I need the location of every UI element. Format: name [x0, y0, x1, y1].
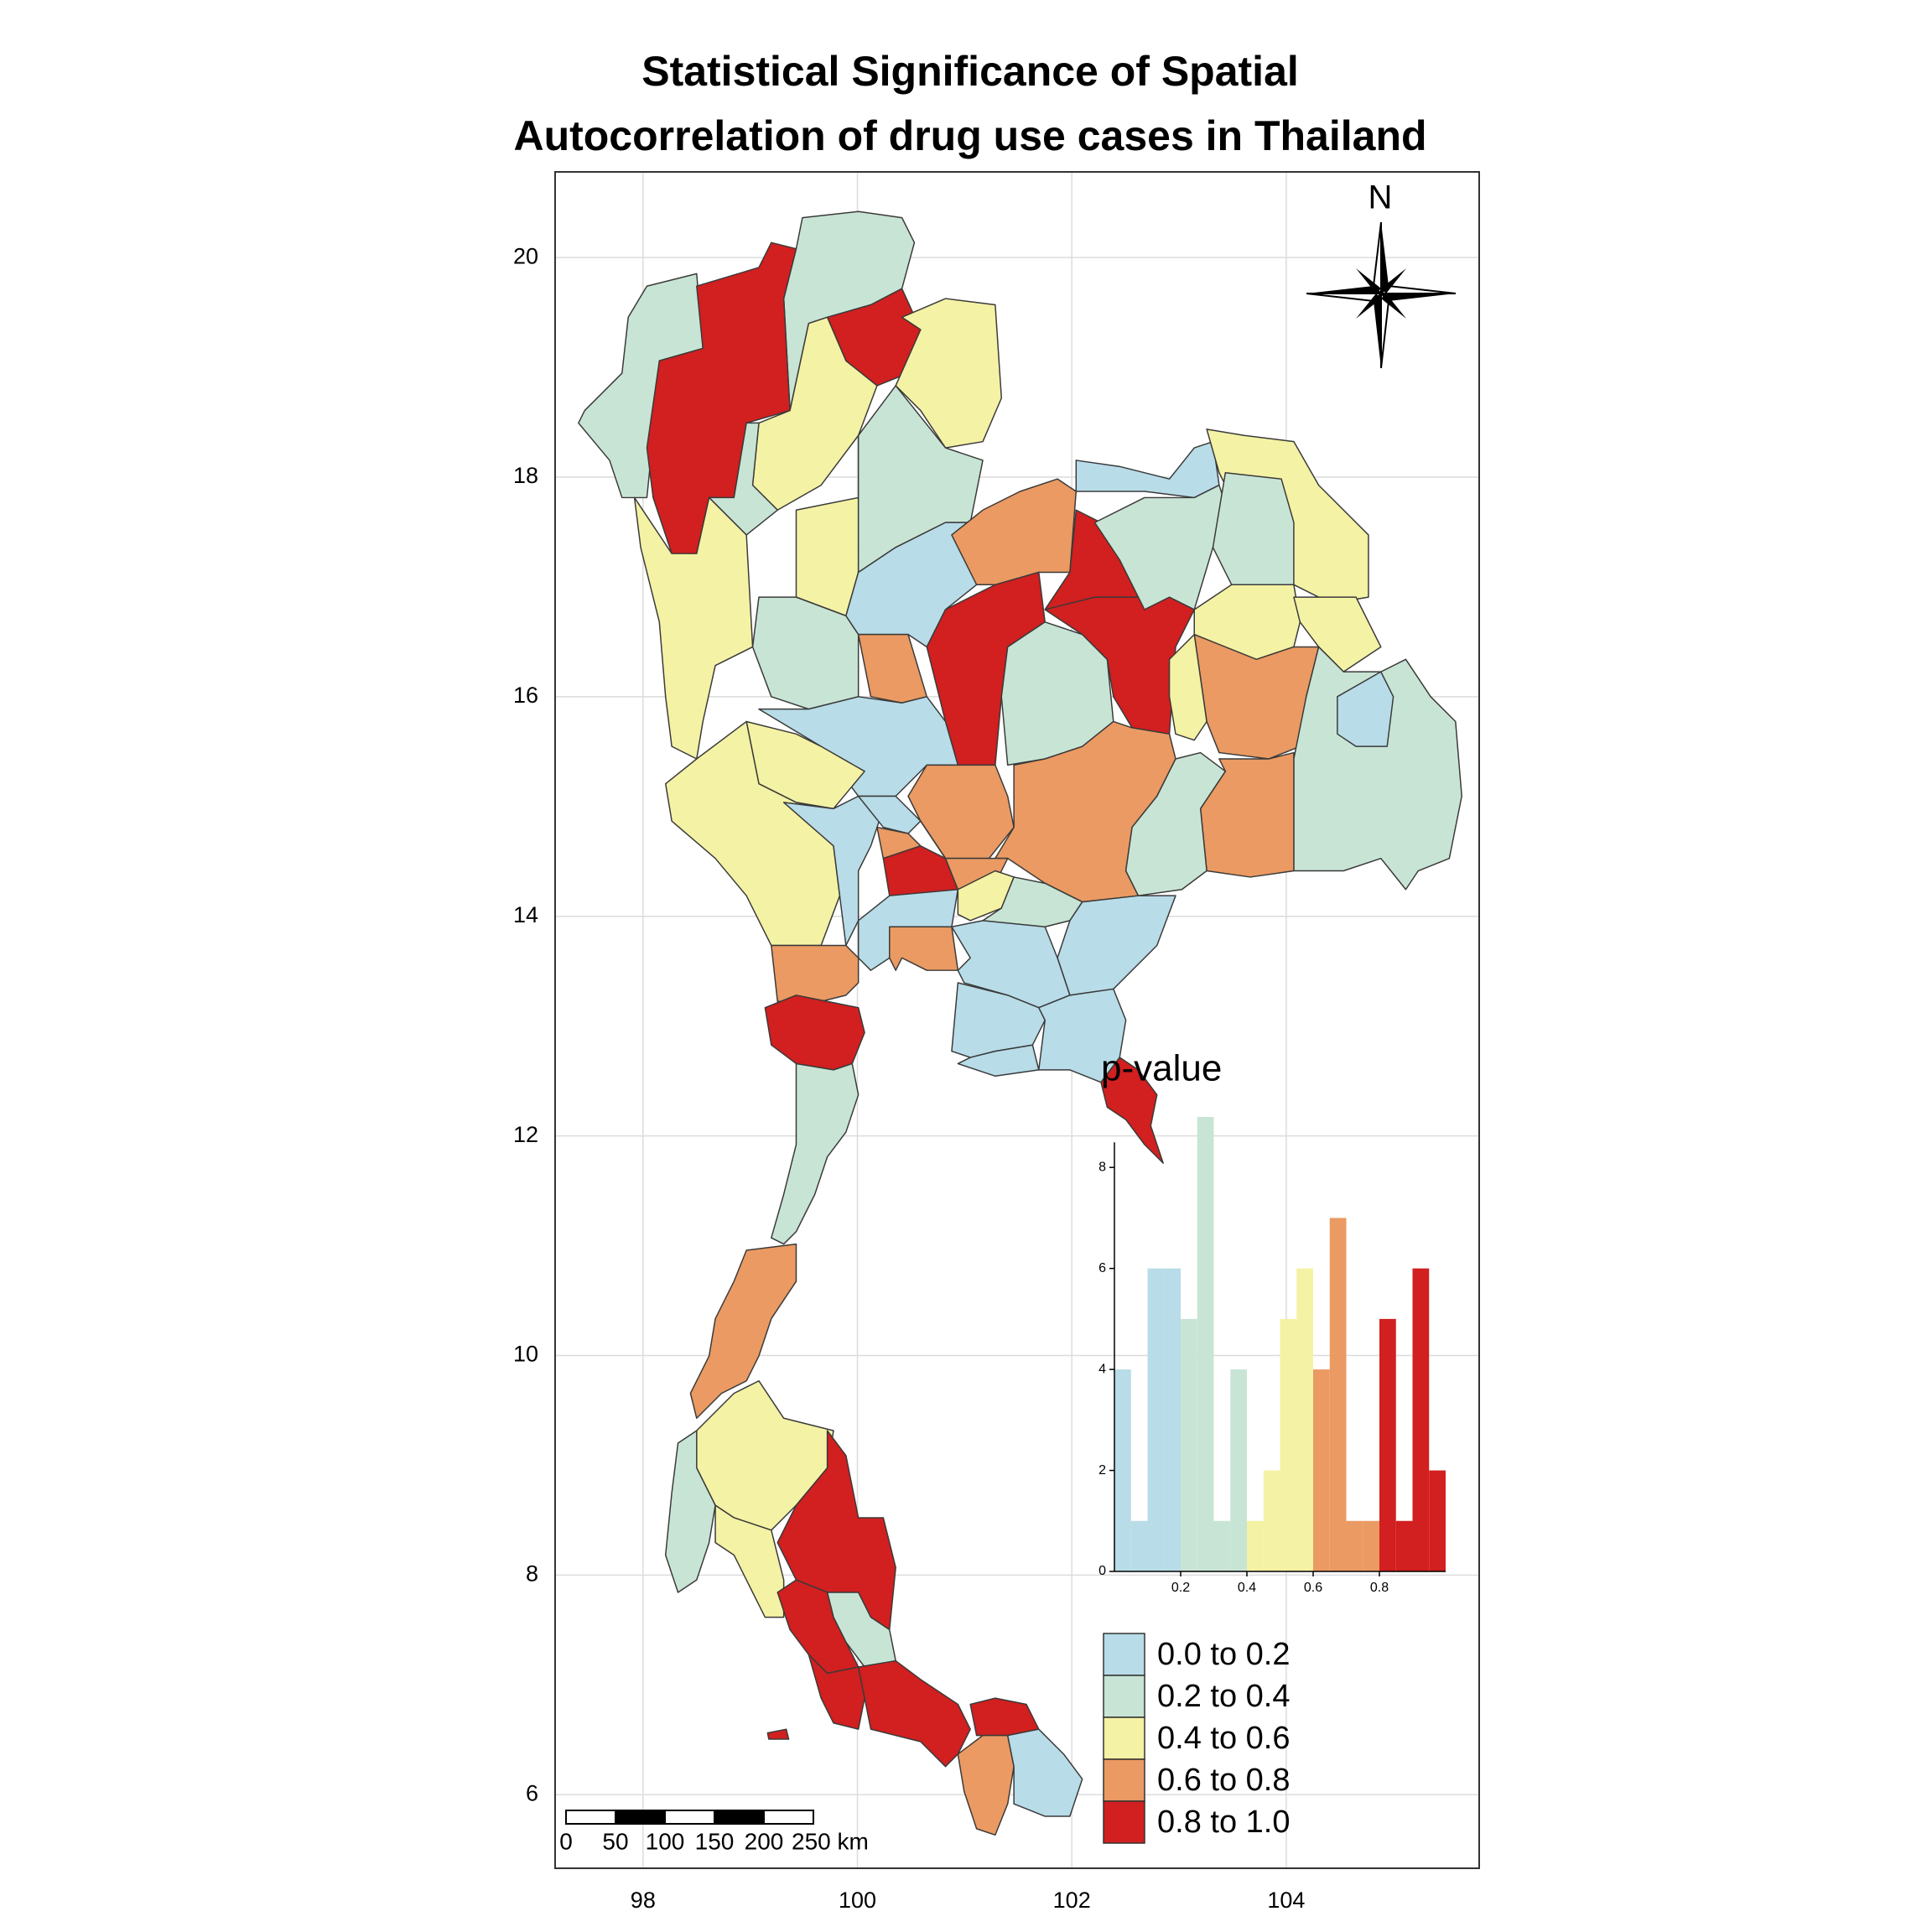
histogram-bar [1395, 1520, 1413, 1571]
x-tick-label: 98 [631, 1888, 656, 1913]
y-tick-label: 12 [513, 1122, 538, 1147]
map-title: Autocorrelation of drug use cases in Tha… [513, 112, 1426, 159]
y-tick-label: 14 [513, 902, 538, 927]
legend-label: 0.2 to 0.4 [1157, 1679, 1290, 1714]
histogram-bar [1429, 1470, 1446, 1571]
histogram-bar [1329, 1218, 1347, 1571]
scale-bar-label: 150 [695, 1828, 735, 1854]
histogram-bar [1164, 1268, 1181, 1571]
legend-label: 0.4 to 0.6 [1157, 1721, 1290, 1756]
y-tick-label: 4 [1098, 1362, 1106, 1376]
scale-bar-label: 250 km [792, 1828, 869, 1854]
legend-swatch [1103, 1758, 1145, 1802]
x-tick-label: 0.6 [1304, 1581, 1322, 1595]
scale-bar-segment [664, 1810, 715, 1825]
legend-label: 0.8 to 1.0 [1157, 1805, 1290, 1840]
histogram-bar [1363, 1520, 1379, 1571]
histogram-bar [1296, 1268, 1313, 1571]
x-tick-label: 100 [839, 1888, 876, 1913]
scale-bar-segment [763, 1810, 814, 1825]
y-tick-label: 2 [1098, 1463, 1106, 1478]
x-tick-label: 0.8 [1370, 1581, 1389, 1595]
scale-bar-segment [615, 1810, 666, 1825]
x-tick-label: 102 [1053, 1888, 1091, 1913]
x-tick-label: 104 [1267, 1888, 1305, 1913]
scale-bar-segment [565, 1810, 616, 1825]
histogram-bar [1114, 1369, 1131, 1571]
scale-bar-label: 50 [602, 1828, 628, 1854]
legend-swatch [1103, 1633, 1145, 1676]
panel-border [554, 171, 1480, 1869]
histogram-bar [1280, 1318, 1297, 1571]
legend-swatch [1103, 1675, 1145, 1718]
legend-swatch [1103, 1716, 1145, 1760]
y-tick-label: 6 [526, 1780, 538, 1805]
histogram-title: p-value [1101, 1048, 1222, 1089]
scale-bar-label: 200 [745, 1828, 784, 1854]
histogram-bar [1213, 1520, 1231, 1571]
legend-swatch [1103, 1800, 1145, 1844]
north-label: N [1368, 179, 1393, 216]
histogram-bar [1313, 1369, 1330, 1571]
histogram-bar [1346, 1520, 1363, 1571]
y-tick-label: 0 [1098, 1564, 1106, 1578]
histogram-bar [1412, 1268, 1430, 1571]
y-tick-label: 8 [1098, 1160, 1106, 1174]
histogram-bar [1263, 1470, 1280, 1571]
histogram-bar [1247, 1520, 1264, 1571]
map-title: Statistical Significance of Spatial [641, 48, 1299, 95]
y-tick-label: 16 [513, 683, 538, 708]
compass-rose [1306, 221, 1457, 369]
legend-label: 0.6 to 0.8 [1157, 1763, 1290, 1798]
y-tick-label: 18 [513, 463, 538, 488]
x-tick-label: 0.2 [1171, 1581, 1190, 1595]
scale-bar-label: 0 [559, 1828, 573, 1854]
y-tick-label: 6 [1098, 1261, 1106, 1275]
scale-bar-segment [714, 1810, 765, 1825]
y-tick-label: 10 [513, 1342, 538, 1367]
scale-bar-label: 100 [646, 1828, 685, 1854]
histogram-bar [1130, 1520, 1148, 1571]
histogram-bar [1197, 1117, 1214, 1571]
histogram-bar [1379, 1318, 1396, 1571]
histogram-bar [1230, 1369, 1247, 1571]
y-tick-label: 20 [513, 243, 538, 268]
histogram-bar [1181, 1318, 1197, 1571]
provinces [578, 210, 1462, 1836]
y-tick-label: 8 [526, 1561, 538, 1587]
legend-label: 0.0 to 0.2 [1157, 1637, 1290, 1672]
histogram-bar [1147, 1268, 1165, 1571]
x-tick-label: 0.4 [1238, 1581, 1256, 1595]
